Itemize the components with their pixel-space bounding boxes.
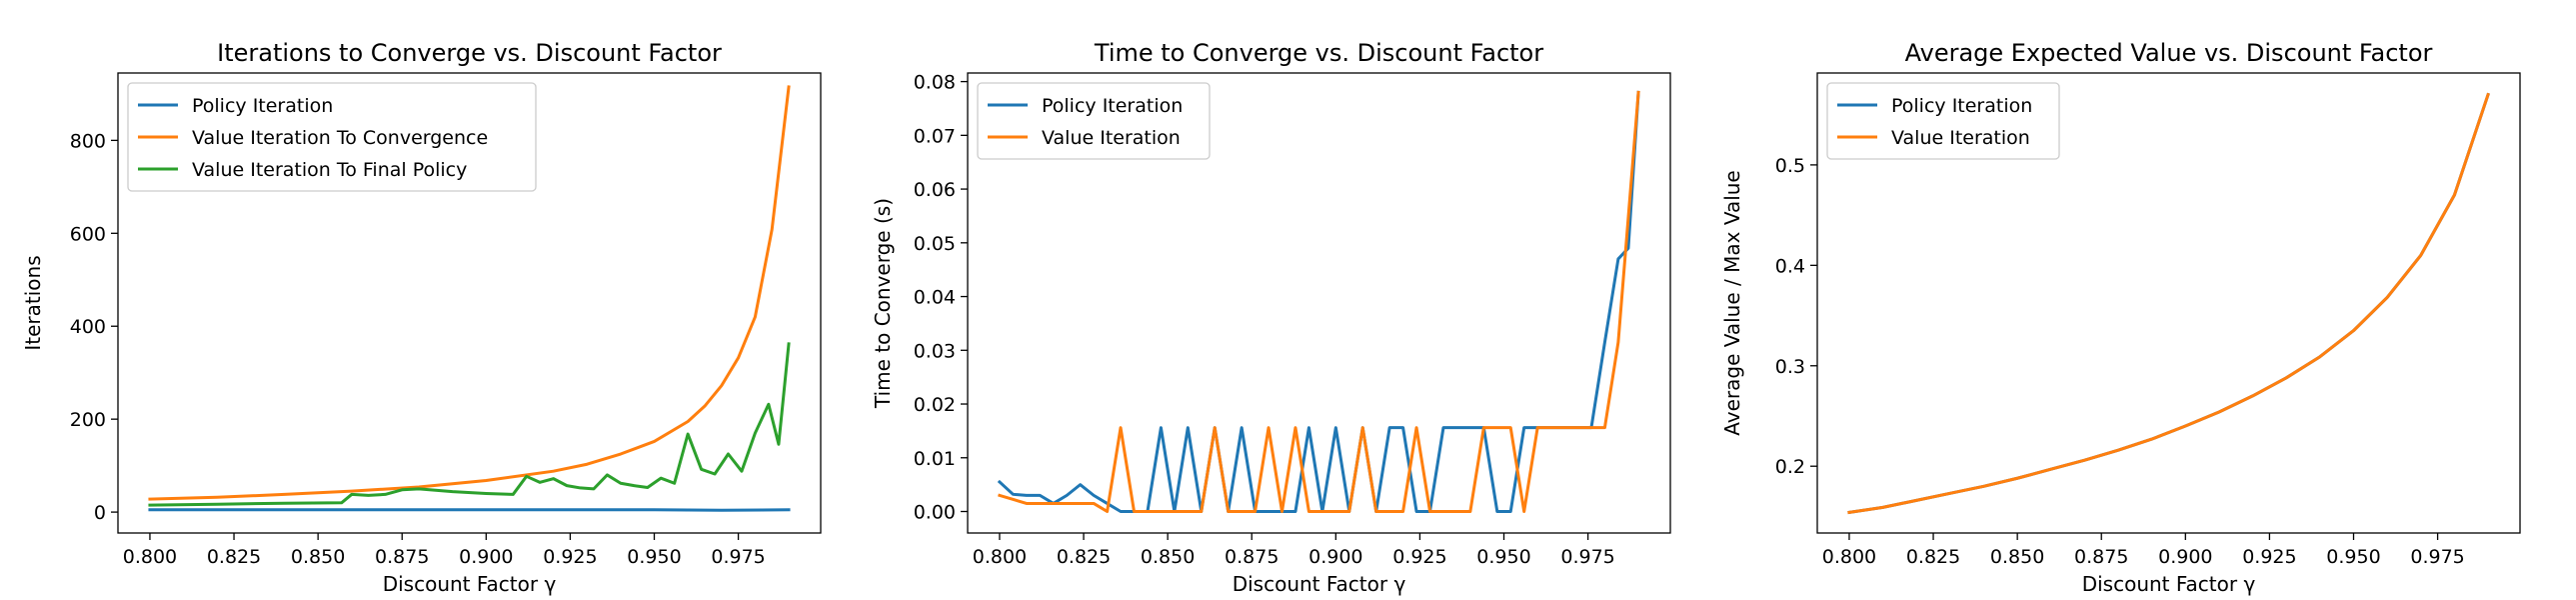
x-tick-label: 0.975 (2410, 546, 2464, 568)
y-axis-label: Average Value / Max Value (1720, 170, 1744, 436)
x-tick-label: 0.900 (2158, 546, 2212, 568)
legend: Policy Iteration Value Iteration (1826, 82, 2060, 160)
chart-title: Average Expected Value vs. Discount Fact… (1905, 39, 2433, 67)
y-tick-label: 600 (70, 223, 106, 245)
x-tick-label: 0.925 (1392, 546, 1446, 568)
series-line-2 (148, 85, 791, 501)
axes-frame (967, 72, 1671, 534)
legend: Policy Iteration Value Iteration To Conve… (127, 82, 537, 192)
chart-panel-3: 0.800 0.825 0.850 0.875 0.900 0.925 0.950 0.975… (1720, 39, 2521, 596)
y-tick-label: 0.07 (914, 125, 956, 147)
x-tick-label: 0.875 (375, 546, 429, 568)
x-tick-label: 0.900 (1308, 546, 1362, 568)
legend-box (127, 82, 537, 192)
x-tick-label: 0.950 (2326, 546, 2380, 568)
axes-frame (1816, 72, 2521, 534)
legend-box (977, 82, 1211, 160)
y-axis-label: Iterations (21, 255, 45, 350)
legend-label: Policy Iteration (1891, 95, 2032, 117)
legend-label: Value Iteration To Convergence (192, 127, 488, 149)
x-tick-label: 0.950 (1476, 546, 1530, 568)
x-tick-label: 0.975 (711, 546, 765, 568)
y-tick-label: 0.00 (914, 502, 956, 524)
y-axis-label: Time to Converge (s) (871, 198, 895, 409)
legend-label: Policy Iteration (192, 95, 333, 117)
series-line-2 (998, 90, 1640, 513)
y-tick-label: 0.3 (1775, 356, 1805, 378)
y-tick-label: 0.01 (914, 448, 956, 470)
y-tick-label: 0.04 (914, 287, 956, 309)
x-tick-label: 0.900 (459, 546, 513, 568)
x-tick-label: 0.825 (1057, 546, 1111, 568)
legend-label: Policy Iteration (1042, 95, 1183, 117)
x-tick-label: 0.800 (123, 546, 177, 568)
x-tick-label: 0.875 (1225, 546, 1279, 568)
legend-label: Value Iteration To Final Policy (192, 159, 467, 181)
x-tick-label: 0.800 (1822, 546, 1876, 568)
y-tick-label: 0.08 (914, 72, 956, 94)
y-tick-label: 800 (70, 130, 106, 152)
x-tick-label: 0.925 (2242, 546, 2296, 568)
y-tick-label: 0.4 (1775, 255, 1805, 277)
chart-title: Time to Converge vs. Discount Factor (1094, 39, 1543, 67)
y-tick-label: 400 (70, 316, 106, 338)
legend: Policy Iteration Value Iteration (977, 82, 1211, 160)
legend-label: Value Iteration (1891, 127, 2030, 149)
y-tick-label: 0.02 (914, 394, 956, 416)
y-tick-label: 0.5 (1775, 155, 1805, 177)
y-tick-label: 200 (70, 409, 106, 431)
y-tick-label: 0.06 (914, 179, 956, 201)
legend-box (1826, 82, 2060, 160)
series-line-3 (148, 342, 791, 507)
x-axis-label: Discount Factor γ (2082, 572, 2256, 596)
x-tick-label: 0.975 (1560, 546, 1614, 568)
x-axis-label: Discount Factor γ (383, 572, 557, 596)
chart-panel-2: 0.800 0.825 0.850 0.875 0.900 0.925 0.950 0.975… (871, 39, 1671, 596)
x-tick-label: 0.850 (1990, 546, 2044, 568)
legend-label: Value Iteration (1042, 127, 1181, 149)
x-axis-label: Discount Factor γ (1233, 572, 1406, 596)
x-tick-label: 0.925 (543, 546, 597, 568)
x-tick-label: 0.950 (627, 546, 681, 568)
y-tick-label: 0 (94, 502, 106, 524)
x-tick-label: 0.825 (207, 546, 261, 568)
x-tick-label: 0.825 (1906, 546, 1960, 568)
x-tick-label: 0.875 (2074, 546, 2128, 568)
y-tick-label: 0.05 (914, 233, 956, 255)
y-tick-label: 0.03 (914, 340, 956, 362)
x-tick-label: 0.800 (973, 546, 1027, 568)
x-tick-label: 0.850 (1141, 546, 1195, 568)
series-line-2 (1847, 92, 2490, 515)
x-tick-label: 0.850 (291, 546, 345, 568)
chart-title: Iterations to Converge vs. Discount Fact… (217, 39, 722, 67)
y-tick-label: 0.2 (1775, 456, 1805, 478)
chart-panel-1: 0.800 0.825 0.850 0.875 0.900 0.925 0.950 0.975… (21, 39, 822, 596)
axes-frame (117, 72, 822, 534)
